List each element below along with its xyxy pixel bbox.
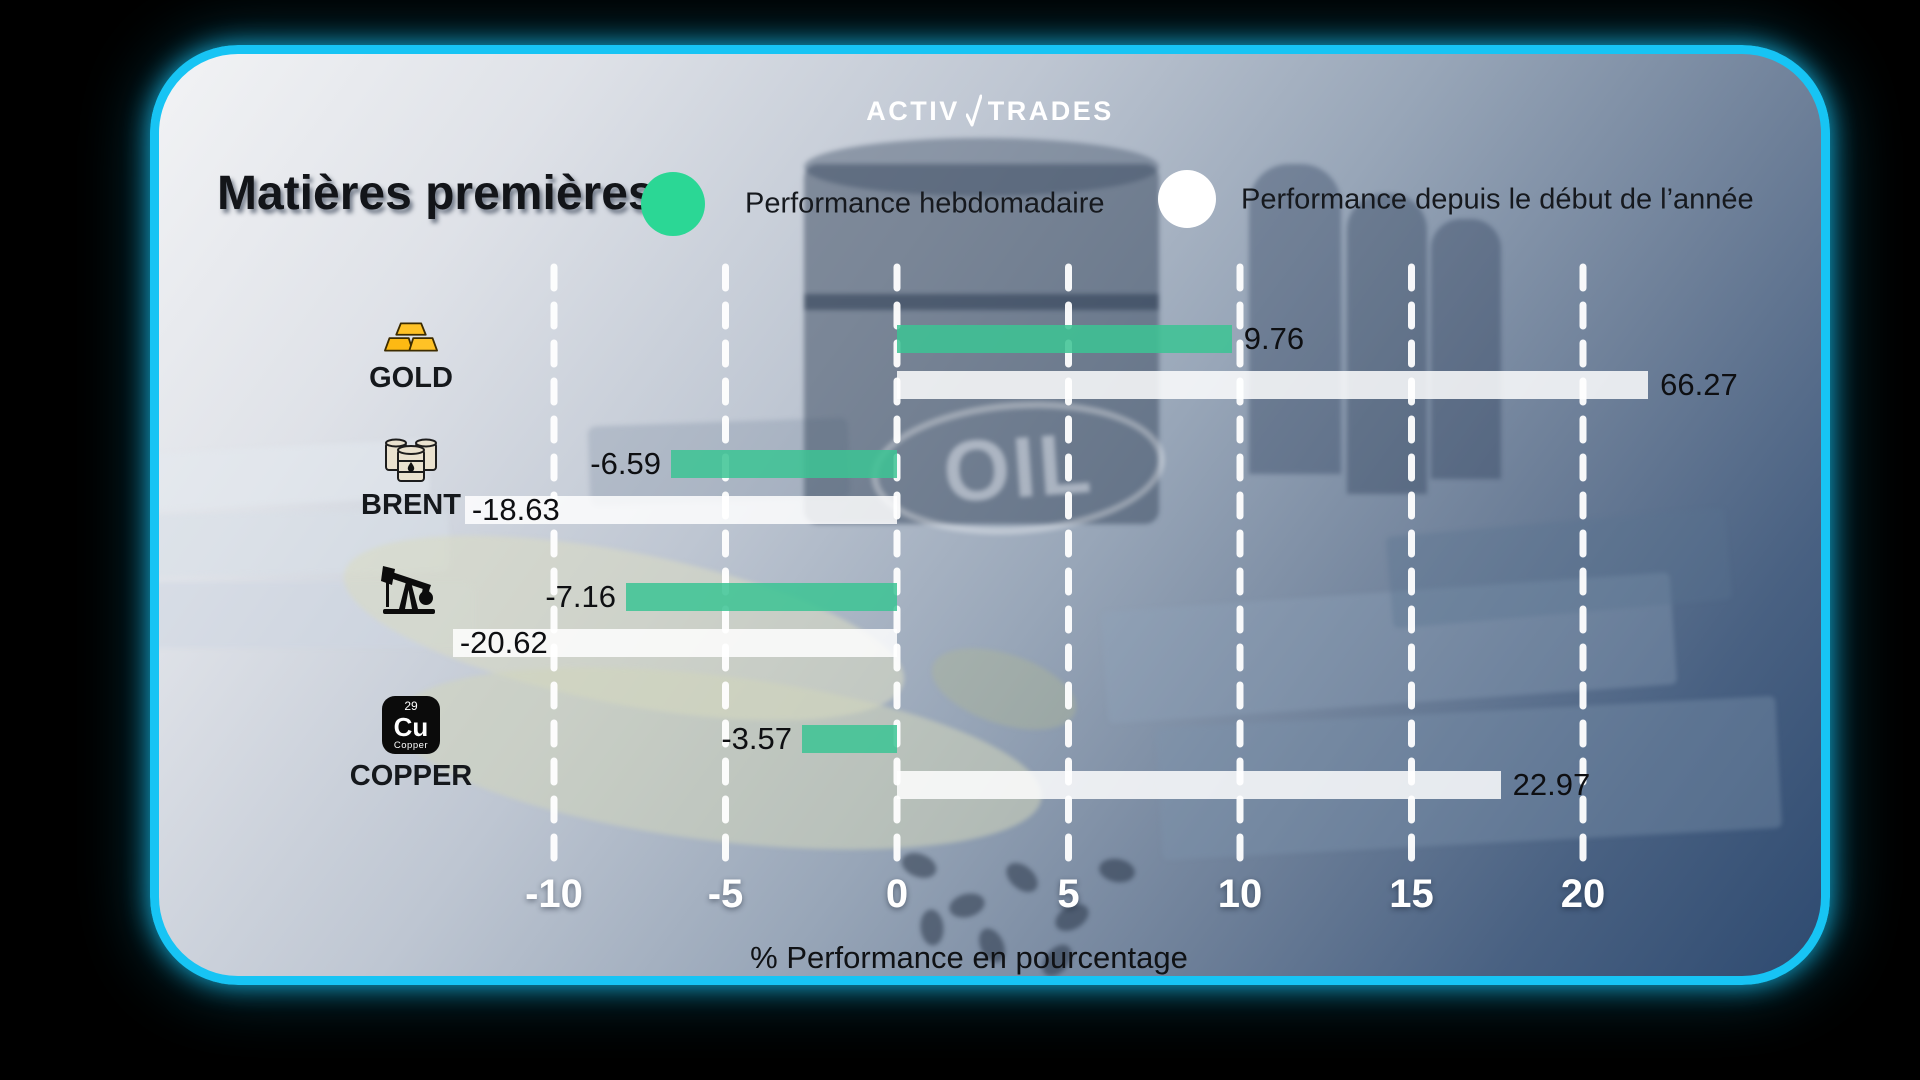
x-tick-label: 0	[885, 872, 909, 916]
legend-weekly-label: Performance hebdomadaire	[745, 187, 1105, 220]
ytd-bar-gold	[897, 371, 1649, 399]
x-tick-label: -5	[707, 872, 744, 916]
metal-cylinder-shape	[1249, 164, 1341, 474]
weekly-value-gold: 9.76	[1243, 321, 1305, 356]
copper-symbol: Cu	[393, 711, 429, 742]
x-tick-label: 5	[1057, 872, 1080, 916]
activtrades-logo: ACTIV TRADES	[159, 94, 1821, 128]
ytd-value-gold: 66.27	[1660, 367, 1738, 402]
weekly-value-copper: -3.57	[721, 721, 792, 756]
x-tick-label: -10	[525, 872, 583, 916]
legend-weekly-swatch	[641, 172, 705, 236]
logo-check-icon	[965, 94, 982, 127]
ytd-bar-copper	[897, 771, 1501, 799]
category-label-gold: GOLD	[369, 362, 453, 394]
weekly-bar-brent	[670, 450, 897, 478]
oil-pump-icon	[381, 566, 435, 614]
logo-trades-text: TRADES	[987, 95, 1114, 126]
legend-ytd-swatch	[1158, 170, 1216, 228]
oil-barrels-icon	[385, 438, 437, 482]
x-tick-label: 20	[1560, 872, 1606, 916]
weekly-bar-row2	[626, 583, 897, 611]
ytd-bar-brent	[464, 496, 897, 524]
copper-element-icon: 29 Cu Copper	[382, 696, 440, 754]
weekly-value-brent: -6.59	[590, 446, 661, 481]
ytd-value-copper: 22.97	[1512, 767, 1591, 802]
copper-atomic-number: 29	[404, 698, 418, 713]
weekly-bar-copper	[801, 725, 897, 753]
gridlines	[550, 263, 1587, 868]
weekly-bar-gold	[897, 325, 1232, 353]
x-tick-label: 10	[1217, 872, 1263, 916]
weekly-value-row2: -7.16	[545, 579, 617, 614]
metal-cylinder-shape	[1431, 219, 1501, 479]
copper-name: Copper	[393, 739, 429, 751]
x-tick-label: 15	[1389, 872, 1434, 916]
ytd-value-brent: -18.63	[471, 492, 560, 527]
x-axis-title: % Performance en pourcentage	[750, 940, 1188, 975]
category-label-brent: BRENT	[361, 489, 461, 521]
category-label-copper: COPPER	[349, 760, 473, 792]
legend-ytd-label: Performance depuis le début de l’année	[1241, 183, 1754, 216]
bar-plot: -10 -5 0 5 10 15 20 9.76 66.27 -6.59 -18.63 -7.16 -2…	[159, 54, 1821, 976]
ytd-value-row2: -20.62	[459, 625, 548, 660]
ytd-bar-row2	[452, 629, 897, 657]
gold-bars-icon	[384, 322, 438, 352]
chart-title: Matières premières	[217, 167, 655, 220]
logo-activ-text: ACTIV	[866, 95, 960, 126]
chart-card: OIL ACTIV TRADES Matières premières Perf…	[150, 45, 1830, 985]
